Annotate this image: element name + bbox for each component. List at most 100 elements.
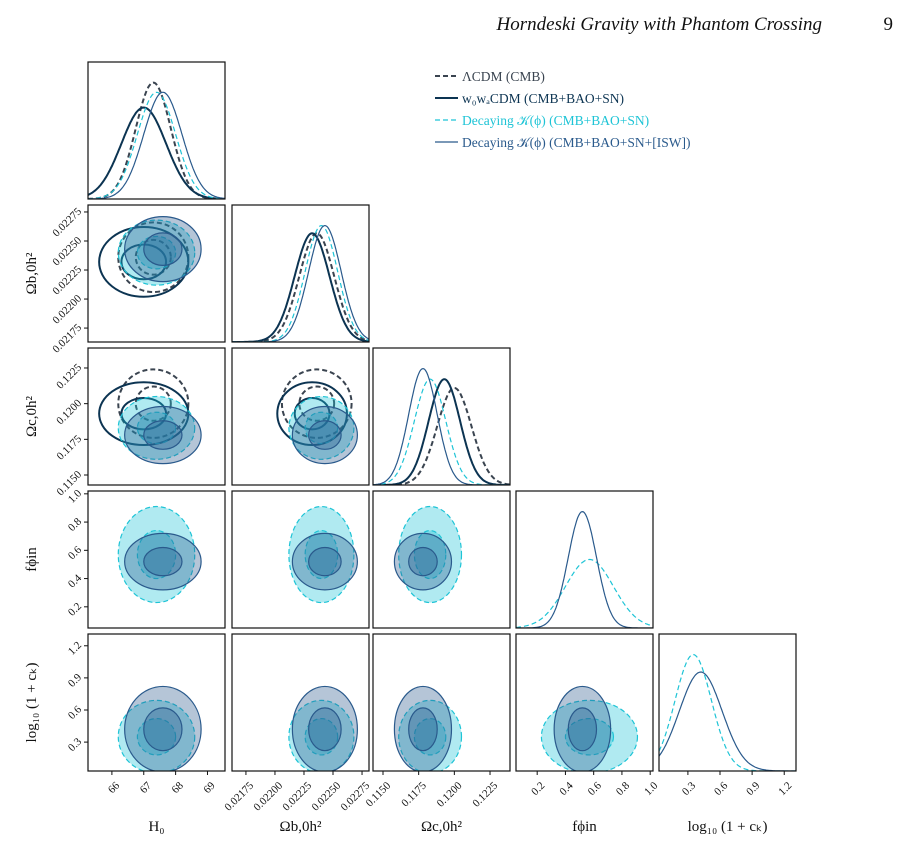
marginal-curve [659,671,796,771]
panel [393,505,463,604]
x-tick-label: 0.1150 [364,779,394,809]
contour-1sigma [304,529,339,580]
panel-frame [231,347,370,486]
y-tick-label: 0.6 [66,544,85,563]
contour-1sigma [413,529,447,580]
marginal-curve [88,106,225,199]
x-tick-label: 67 [138,779,155,796]
panel [88,81,225,199]
contour-1sigma [408,707,438,752]
contour-2sigma [291,405,358,465]
contour-2sigma [98,226,190,298]
y-tick-label: 0.02275 [50,205,84,239]
contour-1sigma [304,717,339,756]
y-tick-label: 0.02175 [50,321,84,355]
x-tick-label: 66 [106,779,123,796]
contour-1sigma [136,411,177,445]
panel [659,653,796,771]
y-axis-label: fϕin [24,547,40,572]
panel-frame [87,490,226,629]
x-tick-label: 0.1200 [435,779,465,809]
x-axis-label: Ωb,0h² [280,819,322,835]
y-tick-label: 0.1225 [54,361,84,391]
x-tick-label: 0.02250 [309,779,343,813]
x-axis-label: log₁₀ (1 + cₖ) [688,819,768,835]
panel [117,685,202,771]
y-tick-label: 0.02250 [50,234,84,268]
y-axis-label: Ωb,0h² [24,252,40,294]
x-tick-label: 68 [170,779,187,796]
x-axis-label: H₀ [148,819,164,835]
panel [373,367,510,485]
marginal-curve [516,510,653,628]
contour-2sigma [124,685,202,771]
x-tick-label: 0.3 [680,779,699,798]
contour-1sigma [136,717,177,756]
y-tick-label: 1.2 [66,639,84,657]
x-tick-label: 0.2 [529,780,547,798]
y-tick-label: 0.1200 [54,397,84,427]
panel-frame [658,633,797,772]
y-tick-label: 0.02200 [50,292,84,326]
contour-2sigma [280,368,353,439]
panel-frame [87,633,226,772]
contour-2sigma [117,368,190,439]
panel [98,368,202,465]
x-tick-label: 0.1175 [399,779,429,809]
contour-1sigma [564,717,615,756]
x-tick-label: 0.9 [744,779,763,798]
contour-1sigma [413,717,447,756]
panel-frame [87,61,226,200]
contour-1sigma [304,411,339,445]
corner-plot: 66 67 68 69H₀0.021750.022000.022250.022500.… [24,61,797,835]
contour-1sigma [298,385,336,422]
contour-2sigma [393,532,453,591]
legend-label: Decaying 𝒦(ϕ) (CMB+BAO+SN+[ISW]) [462,135,690,150]
contour-1sigma [120,396,168,431]
y-tick-label: 0.8 [66,515,85,534]
contour-1sigma [134,385,172,422]
marginal-curve [232,232,369,342]
marginal-curve [88,91,225,199]
contour-2sigma [124,405,202,465]
panel [276,368,358,465]
x-tick-label: 1.2 [776,780,794,798]
page-number: 9 [884,14,894,35]
contour-1sigma [143,546,183,577]
marginal-curve [232,224,369,342]
contour-1sigma [143,707,183,752]
contour-2sigma [117,395,196,460]
marginal-curve [88,91,225,199]
contour-2sigma [124,532,202,591]
panel [516,510,653,628]
x-tick-label: 0.8 [614,779,633,798]
contour-2sigma [398,699,463,771]
contour-1sigma [308,707,342,752]
x-tick-label: 0.02225 [280,779,314,813]
contour-2sigma [124,216,202,283]
panel-frame [231,633,370,772]
panel-frame [87,204,226,343]
panel [288,685,358,771]
contour-2sigma [553,685,612,771]
contour-2sigma [288,505,355,604]
x-axis-label: Ωc,0h² [421,819,463,835]
x-tick-label: 0.6 [586,779,605,798]
y-tick-label: 0.3 [66,735,85,754]
panel [540,685,639,771]
y-tick-label: 0.2 [66,600,84,618]
contour-1sigma [136,529,177,580]
contour-2sigma [117,505,196,604]
panel [393,685,463,771]
marginal-curve [659,653,796,771]
x-tick-label: 0.6 [712,779,731,798]
contour-1sigma [567,707,598,752]
panel-frame [515,633,654,772]
running-title: Horndeski Gravity with Phantom Crossing [496,14,822,35]
contour-2sigma [117,699,196,771]
contour-2sigma [540,699,639,771]
contour-2sigma [288,699,355,771]
contour-1sigma [120,243,168,281]
legend-label: w₀wₐCDM (CMB+BAO+SN) [462,91,624,106]
x-tick-label: 69 [201,779,218,796]
